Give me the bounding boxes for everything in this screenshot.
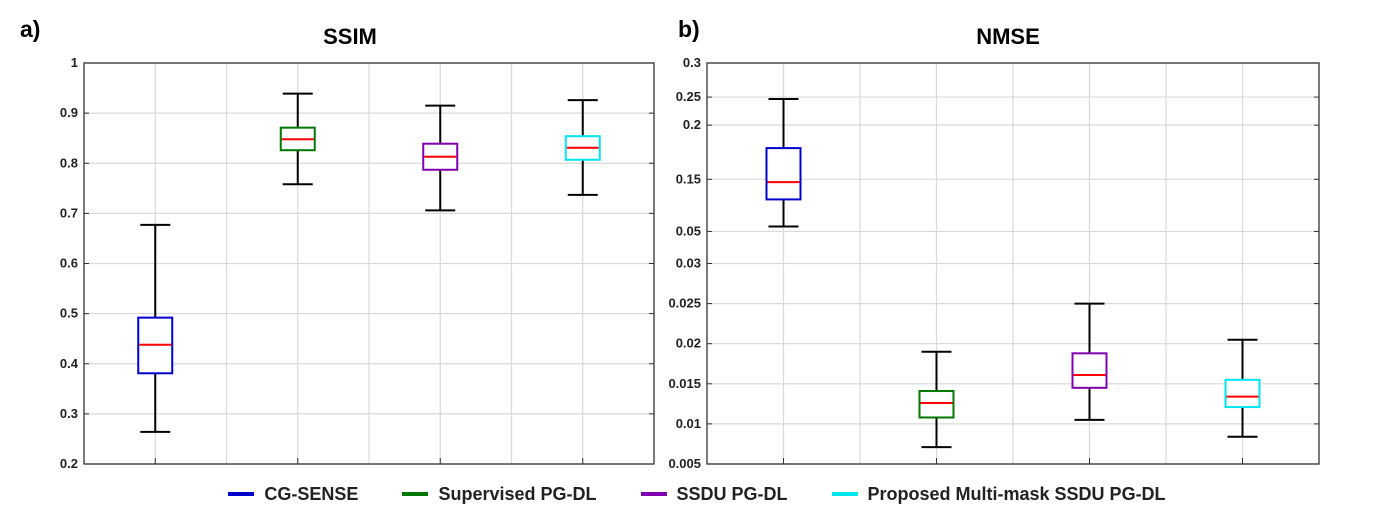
y-tick-label: 0.4	[60, 356, 79, 371]
iqr-box	[918, 390, 955, 419]
box-ssdu-pg-dl	[1071, 302, 1108, 421]
ssim-chart-title: SSIM	[323, 24, 377, 49]
legend-swatch	[831, 492, 858, 496]
box-proposed-multi-mask-ssdu-pg-dl	[1224, 338, 1261, 438]
y-tick-label: 0.02	[676, 336, 701, 351]
nmse-chart-title: NMSE	[976, 24, 1040, 49]
box-cg-sense	[765, 98, 802, 228]
y-tick-label: 0.3	[683, 55, 701, 70]
legend-swatch	[228, 492, 255, 496]
legend-label: Proposed Multi-mask SSDU PG-DL	[867, 483, 1166, 504]
y-tick-label: 0.7	[60, 205, 78, 220]
legend: CG-SENSE Supervised PG-DL SSDU PG-DL Pro…	[0, 479, 1394, 509]
box-cg-sense	[137, 223, 174, 433]
legend-swatch	[640, 492, 667, 496]
legend-item-multimask: Proposed Multi-mask SSDU PG-DL	[831, 483, 1166, 505]
legend-label: Supervised PG-DL	[438, 483, 597, 504]
iqr-box	[1224, 378, 1261, 409]
y-tick-label: 0.2	[683, 117, 701, 132]
y-tick-label: 0.9	[60, 105, 78, 120]
box-proposed-multi-mask-ssdu-pg-dl	[564, 99, 601, 196]
legend-item-cg-sense: CG-SENSE	[228, 484, 358, 505]
y-tick-label: 0.15	[676, 171, 701, 186]
y-tick-label: 0.025	[668, 296, 701, 311]
box-supervised-pg-dl	[279, 92, 316, 186]
y-tick-label: 1	[71, 55, 78, 70]
legend-swatch	[402, 492, 429, 496]
ssim-box-plot: 0.2 0.3 0.4 0.5 0.6 0.7 0.8 0.9 1	[60, 55, 655, 471]
y-tick-label: 0.01	[676, 416, 701, 431]
y-tick-label: 0.005	[668, 456, 701, 471]
y-tick-label: 0.6	[60, 256, 78, 271]
legend-label: CG-SENSE	[264, 483, 359, 504]
legend-item-supervised: Supervised PG-DL	[402, 483, 597, 505]
y-tick-label: 0.015	[668, 376, 701, 391]
y-tick-label: 0.5	[60, 306, 78, 321]
box-supervised-pg-dl	[918, 350, 955, 449]
y-tick-label: 0.3	[60, 406, 78, 421]
iqr-box	[765, 147, 802, 201]
y-tick-label: 0.03	[676, 256, 701, 271]
panel-b-label: b)	[678, 16, 700, 42]
legend-item-ssdu: SSDU PG-DL	[640, 483, 788, 505]
y-tick-label: 0.8	[60, 155, 78, 170]
panel-a-label: a)	[20, 16, 41, 42]
nmse-box-plot: 0.005 0.01 0.015 0.02 0.025 0.03 0.05 0.15 0.2 0.…	[668, 55, 1320, 471]
iqr-box	[1071, 352, 1108, 389]
y-tick-label: 0.2	[60, 456, 78, 471]
box-ssdu-pg-dl	[422, 104, 459, 212]
legend-label: SSDU PG-DL	[676, 483, 788, 504]
y-tick-label: 0.25	[676, 89, 701, 104]
y-tick-label: 0.05	[676, 223, 701, 238]
axes-frame	[83, 62, 655, 465]
axes-frame	[706, 62, 1320, 465]
